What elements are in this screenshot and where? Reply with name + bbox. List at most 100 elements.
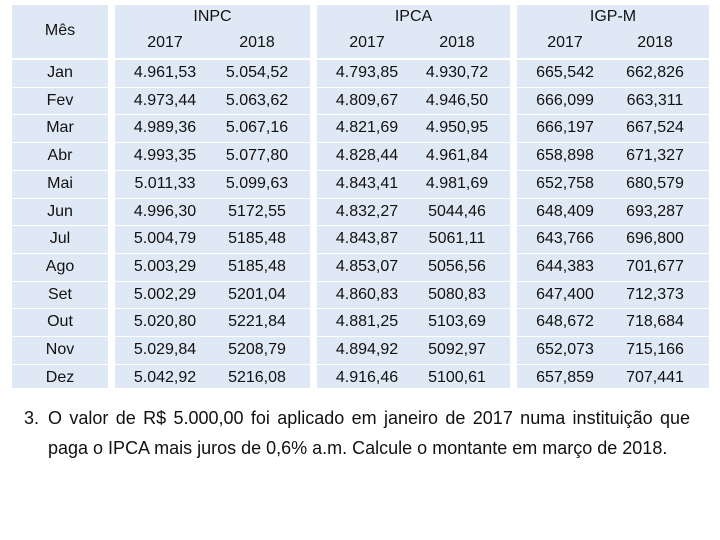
value-cell: 4.843,41 <box>335 174 399 192</box>
price-index-table: Mês INPC 2017 2018 IPCA 2017 2018 IGP-M 2017 2018… <box>12 5 709 393</box>
value-cell: 5.011,33 <box>134 174 196 192</box>
value-cell: 657,859 <box>536 368 594 386</box>
value-cell: 5.004,79 <box>133 230 197 248</box>
month-cell: Set <box>47 285 72 303</box>
row-divider <box>12 225 709 227</box>
value-cell: 4.973,44 <box>133 91 197 109</box>
group-header: INPC <box>193 8 232 25</box>
value-cell: 5061,11 <box>428 230 486 248</box>
month-cell: Jan <box>47 64 73 81</box>
value-cell: 4.894,92 <box>335 341 399 358</box>
value-cell: 5056,56 <box>428 257 486 275</box>
month-cell: Out <box>47 313 73 331</box>
value-cell: 693,287 <box>626 202 684 220</box>
value-cell: 4.881,25 <box>335 313 399 331</box>
row-divider <box>12 142 709 144</box>
value-cell: 4.946,50 <box>425 91 489 109</box>
value-cell: 5.029,84 <box>133 341 197 358</box>
value-cell: 665,542 <box>536 64 594 81</box>
value-cell: 4.950,95 <box>425 119 489 137</box>
value-cell: 648,672 <box>536 313 594 331</box>
value-cell: 662,826 <box>626 64 684 81</box>
value-cell: 4.853,07 <box>335 257 399 275</box>
value-cell: 4.793,85 <box>335 64 399 81</box>
value-cell: 4.860,83 <box>335 285 399 303</box>
value-cell: 5185,48 <box>228 230 286 248</box>
value-cell: 5208,79 <box>228 341 286 358</box>
value-cell: 5103,69 <box>428 313 486 331</box>
index-column-block <box>115 5 310 388</box>
month-column-block <box>12 5 108 388</box>
value-cell: 5.077,80 <box>225 147 289 165</box>
value-cell: 5.054,52 <box>225 64 289 81</box>
month-header: Mês <box>44 22 76 39</box>
month-cell: Abr <box>47 147 73 165</box>
group-header: IGP-M <box>589 8 637 25</box>
value-cell: 5044,46 <box>428 202 486 220</box>
value-cell: 5080,83 <box>428 285 486 303</box>
value-cell: 5.002,29 <box>133 285 197 303</box>
value-cell: 4.993,35 <box>133 147 197 165</box>
row-divider <box>12 336 709 337</box>
value-cell: 5100,61 <box>428 368 486 386</box>
year-header: 2017 <box>147 34 183 51</box>
value-cell: 5.042,92 <box>133 368 197 386</box>
value-cell: 5.003,29 <box>133 257 197 275</box>
row-divider <box>12 308 709 310</box>
month-cell: Ago <box>45 257 75 275</box>
value-cell: 658,898 <box>536 147 594 165</box>
row-divider <box>12 391 709 393</box>
value-cell: 5221,84 <box>228 313 286 331</box>
year-header: 2018 <box>637 34 673 51</box>
value-cell: 647,400 <box>536 285 594 303</box>
value-cell: 4.916,46 <box>335 368 399 386</box>
value-cell: 5.063,62 <box>225 91 289 109</box>
month-cell: Dez <box>45 368 75 386</box>
row-divider <box>12 280 709 282</box>
value-cell: 5.099,63 <box>225 174 289 192</box>
value-cell: 5172,55 <box>228 202 286 220</box>
row-divider <box>12 252 709 254</box>
group-header: IPCA <box>394 8 433 25</box>
row-divider <box>12 197 709 199</box>
value-cell: 718,684 <box>626 313 684 331</box>
value-cell: 5185,48 <box>228 257 286 275</box>
month-cell: Fev <box>46 91 74 109</box>
value-cell: 648,409 <box>536 202 594 220</box>
value-cell: 4.989,36 <box>133 119 197 137</box>
year-header: 2017 <box>349 34 385 51</box>
year-header: 2018 <box>239 34 275 51</box>
value-cell: 712,373 <box>626 285 684 303</box>
month-cell: Mai <box>47 174 73 192</box>
value-cell: 643,766 <box>536 230 594 248</box>
index-column-block <box>317 5 510 388</box>
value-cell: 671,327 <box>626 147 684 165</box>
row-divider <box>12 114 709 116</box>
value-cell: 5201,04 <box>228 285 286 303</box>
value-cell: 5216,08 <box>228 368 286 386</box>
value-cell: 5.020,80 <box>133 313 197 331</box>
value-cell: 707,441 <box>626 368 684 386</box>
value-cell: 4.821,69 <box>335 119 399 137</box>
row-divider <box>12 363 709 365</box>
value-cell: 4.843,87 <box>335 230 399 248</box>
value-cell: 667,524 <box>626 119 684 137</box>
value-cell: 666,197 <box>536 119 594 137</box>
year-header: 2017 <box>547 34 583 51</box>
value-cell: 4.832,27 <box>335 202 399 220</box>
value-cell: 696,800 <box>626 230 684 248</box>
row-divider <box>12 169 709 171</box>
value-cell: 4.809,67 <box>335 91 399 109</box>
year-header: 2018 <box>439 34 475 51</box>
index-column-block <box>517 5 709 388</box>
question-number: 3. <box>24 408 40 428</box>
month-cell: Jul <box>49 230 71 248</box>
value-cell: 4.828,44 <box>335 147 399 165</box>
value-cell: 4.996,30 <box>133 202 197 220</box>
row-divider <box>12 58 709 60</box>
value-cell: 4.981,69 <box>425 174 489 192</box>
value-cell: 652,073 <box>536 341 594 358</box>
value-cell: 663,311 <box>626 91 684 109</box>
month-cell: Jun <box>47 202 73 220</box>
value-cell: 644,383 <box>536 257 594 275</box>
